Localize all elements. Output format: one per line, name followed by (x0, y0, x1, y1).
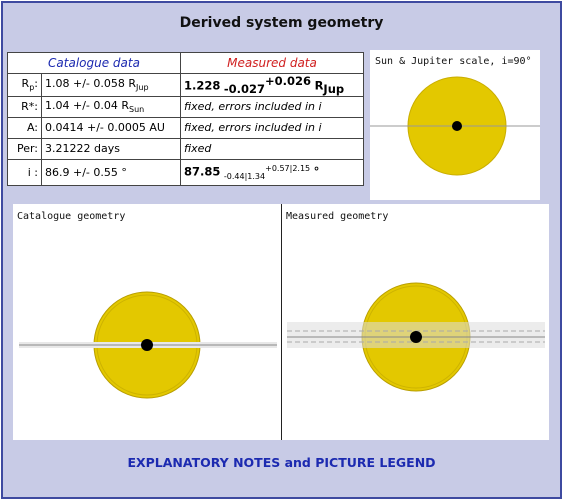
table-row-rstar: R*: 1.04 +/- 0.04 RSun fixed, errors inc… (7, 95, 364, 118)
catalogue-value-a: 0.0414 +/- 0.0005 AU (41, 116, 181, 139)
catalogue-value-rp: 1.08 +/- 0.058 RJup (41, 73, 181, 97)
measured-value-rp: 1.228 -0.027+0.026 RJup (180, 73, 364, 97)
table-row-per: Per: 3.21222 days fixed (7, 137, 364, 160)
table-header-row: Catalogue data Measured data (7, 52, 364, 74)
measured-geometry-drawing (287, 282, 545, 392)
parameter-table: Catalogue data Measured data Rp: 1.08 +/… (7, 52, 364, 186)
row-label-rstar: R*: (7, 95, 42, 118)
table-row-i: i : 86.9 +/- 0.55 ° 87.85 -0.44|1.34+0.5… (7, 158, 364, 186)
row-label-per: Per: (7, 137, 42, 160)
measured-value-rstar: fixed, errors included in i (180, 95, 364, 118)
jupiter-dot (452, 121, 462, 131)
catalogue-geometry-label: Catalogue geometry (17, 211, 126, 222)
page-title: Derived system geometry (179, 15, 384, 31)
catalogue-geometry-drawing (19, 291, 277, 399)
scale-label: Sun & Jupiter scale, i=90° (375, 56, 532, 67)
catalogue-value-per: 3.21222 days (41, 137, 181, 160)
catalogue-value-i: 86.9 +/- 0.55 ° (41, 158, 181, 186)
row-label-a: A: (7, 116, 42, 139)
measured-value-i: 87.85 -0.44|1.34+0.57|2.15 ° (180, 158, 364, 186)
row-label-rp: Rp: (7, 73, 42, 97)
measured-value-per: fixed (180, 137, 364, 160)
table-row-rp: Rp: 1.08 +/- 0.058 RJup 1.228 -0.027+0.0… (7, 73, 364, 97)
catalogue-planet-dot (141, 339, 153, 351)
scale-drawing (370, 76, 540, 176)
measured-header: Measured data (180, 52, 364, 74)
explanatory-notes-link[interactable]: EXPLANATORY NOTES and PICTURE LEGEND (127, 455, 436, 470)
table-row-a: A: 0.0414 +/- 0.0005 AU fixed, errors in… (7, 116, 364, 139)
measured-geometry-label: Measured geometry (286, 211, 389, 222)
geometry-divider (281, 204, 282, 440)
measured-planet-dot (410, 331, 422, 343)
geometry-pictures: Catalogue geometry Measured geometry (13, 204, 549, 440)
row-label-i: i : (7, 158, 42, 186)
measured-value-a: fixed, errors included in i (180, 116, 364, 139)
catalogue-value-rstar: 1.04 +/- 0.04 RSun (41, 95, 181, 118)
catalogue-header: Catalogue data (7, 52, 181, 74)
scale-picture: Sun & Jupiter scale, i=90° (370, 50, 540, 200)
